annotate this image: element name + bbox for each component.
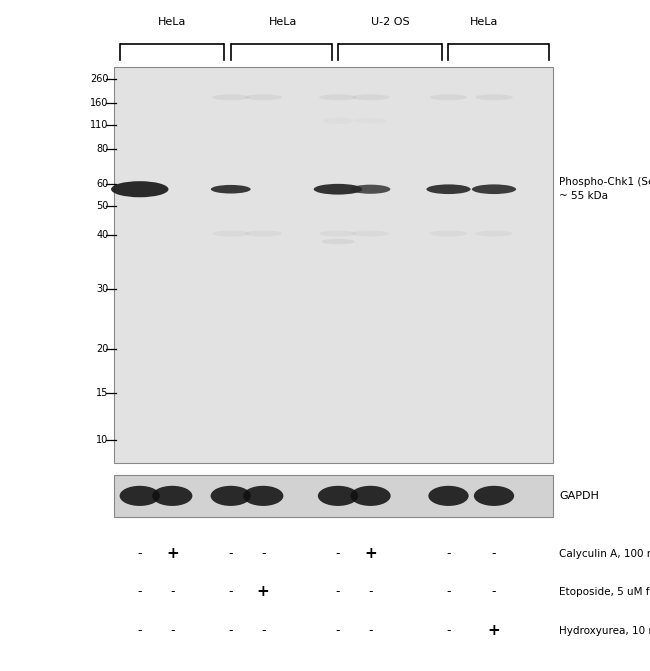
Text: -: - xyxy=(261,547,265,560)
Ellipse shape xyxy=(212,95,250,100)
Text: -: - xyxy=(447,624,450,637)
Text: -: - xyxy=(138,547,142,560)
Text: Etoposide, 5 uM for 16 hours: Etoposide, 5 uM for 16 hours xyxy=(559,587,650,597)
Text: 30: 30 xyxy=(96,284,109,293)
Ellipse shape xyxy=(475,231,513,236)
Ellipse shape xyxy=(430,95,467,100)
Text: Hydroxyurea, 10 nM for 2 hours: Hydroxyurea, 10 nM for 2 hours xyxy=(559,626,650,635)
Bar xyxy=(114,475,552,517)
Ellipse shape xyxy=(430,231,467,236)
Text: Phospho-Chk1 (Ser345)
~ 55 kDa: Phospho-Chk1 (Ser345) ~ 55 kDa xyxy=(559,177,650,201)
Text: +: + xyxy=(166,546,179,561)
Ellipse shape xyxy=(314,184,362,195)
Text: 20: 20 xyxy=(96,344,109,354)
Ellipse shape xyxy=(322,117,354,124)
Text: -: - xyxy=(492,585,496,599)
Text: U-2 OS: U-2 OS xyxy=(370,17,410,27)
Ellipse shape xyxy=(212,231,250,236)
Ellipse shape xyxy=(244,231,282,236)
Text: -: - xyxy=(447,585,450,599)
Text: -: - xyxy=(138,624,142,637)
Text: -: - xyxy=(229,624,233,637)
Ellipse shape xyxy=(474,486,514,506)
Ellipse shape xyxy=(319,95,357,100)
Ellipse shape xyxy=(352,95,389,100)
Ellipse shape xyxy=(355,118,386,123)
Text: HeLa: HeLa xyxy=(470,17,499,27)
Ellipse shape xyxy=(120,486,160,506)
Text: -: - xyxy=(229,547,233,560)
Ellipse shape xyxy=(211,486,251,506)
Text: 40: 40 xyxy=(96,230,109,240)
Text: HeLa: HeLa xyxy=(158,17,187,27)
Ellipse shape xyxy=(472,185,516,194)
Text: 60: 60 xyxy=(96,179,109,189)
Text: -: - xyxy=(170,585,174,599)
Bar xyxy=(114,67,552,463)
Ellipse shape xyxy=(152,486,192,506)
Ellipse shape xyxy=(350,185,391,194)
Text: -: - xyxy=(336,547,340,560)
Text: -: - xyxy=(138,585,142,599)
Ellipse shape xyxy=(318,486,358,506)
Text: -: - xyxy=(369,624,372,637)
Ellipse shape xyxy=(475,95,513,100)
Text: -: - xyxy=(492,547,496,560)
Text: GAPDH: GAPDH xyxy=(559,491,599,501)
Ellipse shape xyxy=(243,486,283,506)
Text: 50: 50 xyxy=(96,201,109,211)
Text: +: + xyxy=(488,623,500,638)
Ellipse shape xyxy=(428,486,469,506)
Ellipse shape xyxy=(352,231,389,236)
Text: 110: 110 xyxy=(90,121,109,130)
Text: -: - xyxy=(369,585,372,599)
Text: 10: 10 xyxy=(96,435,109,444)
Text: -: - xyxy=(261,624,265,637)
Text: +: + xyxy=(257,584,270,599)
Text: -: - xyxy=(336,624,340,637)
Text: Calyculin A, 100 nM for 1 hour: Calyculin A, 100 nM for 1 hour xyxy=(559,549,650,558)
Ellipse shape xyxy=(426,185,471,194)
Ellipse shape xyxy=(111,181,168,197)
Text: +: + xyxy=(364,546,377,561)
Text: -: - xyxy=(447,547,450,560)
Ellipse shape xyxy=(350,486,391,506)
Ellipse shape xyxy=(211,185,251,193)
Ellipse shape xyxy=(321,239,355,244)
Ellipse shape xyxy=(244,95,282,100)
Text: -: - xyxy=(229,585,233,599)
Text: 160: 160 xyxy=(90,99,109,108)
Text: -: - xyxy=(170,624,174,637)
Ellipse shape xyxy=(319,231,357,236)
Text: 15: 15 xyxy=(96,388,109,397)
Text: -: - xyxy=(336,585,340,599)
Text: 80: 80 xyxy=(96,144,109,154)
Text: 260: 260 xyxy=(90,74,109,83)
Text: HeLa: HeLa xyxy=(268,17,297,27)
